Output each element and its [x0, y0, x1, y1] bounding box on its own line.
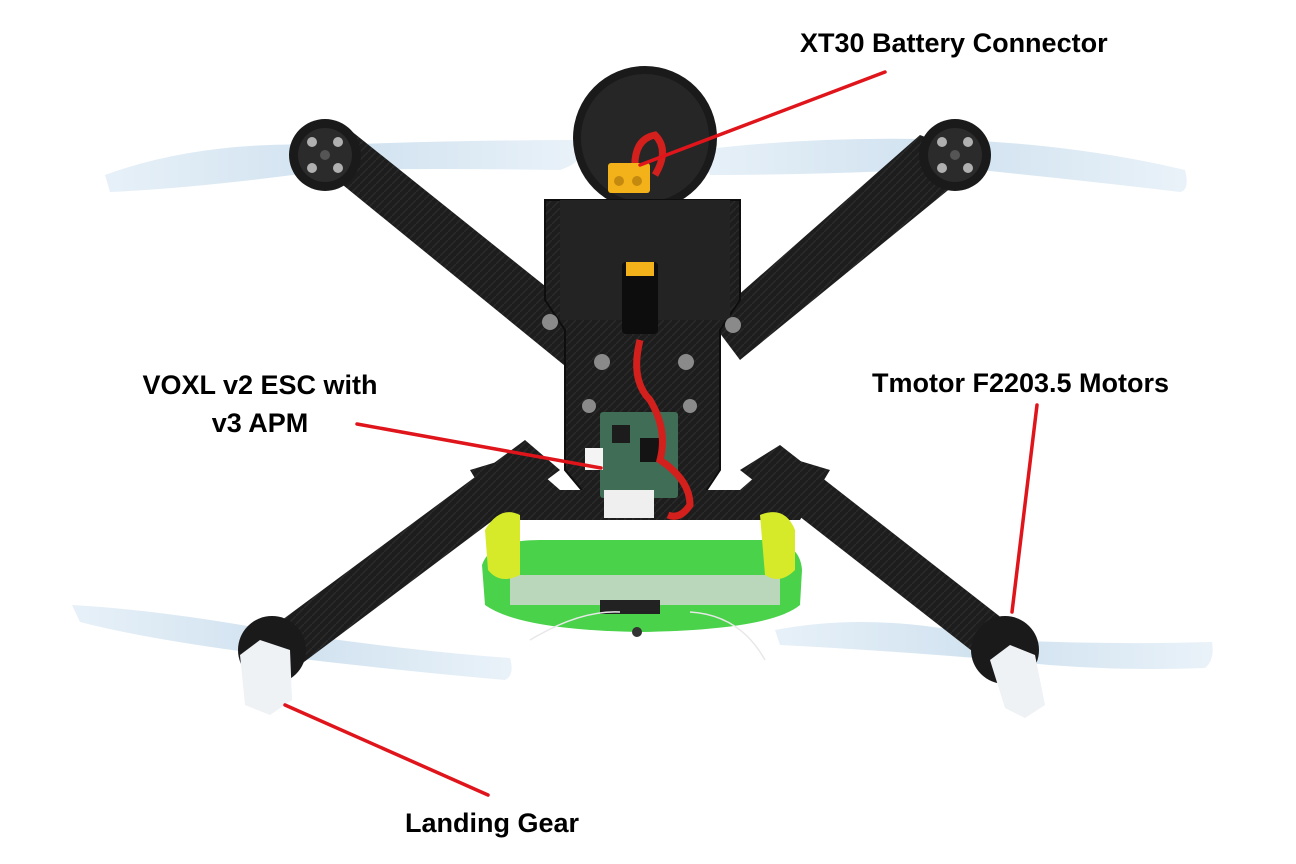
motor-bottom-left [238, 616, 306, 715]
xt30-connector [608, 163, 650, 193]
label-motors: Tmotor F2203.5 Motors [872, 364, 1169, 402]
arm-bottom-right [740, 445, 1030, 665]
label-battery-connector-text: XT30 Battery Connector [800, 28, 1108, 58]
leader-line-esc [355, 422, 603, 470]
motor-top-right [919, 119, 991, 191]
label-esc-line1: VOXL v2 ESC with [142, 370, 378, 400]
arm-top-right [710, 135, 985, 360]
battery-lead [608, 131, 694, 520]
motors [238, 119, 1045, 718]
lower-assembly [470, 455, 830, 661]
leader-line-battery-connector [638, 70, 887, 167]
label-motors-text: Tmotor F2203.5 Motors [872, 368, 1170, 398]
leader-lines [283, 70, 1039, 797]
propellers [72, 138, 1213, 680]
label-esc-line2: v3 APM [211, 408, 309, 438]
label-landing-gear-text: Landing Gear [405, 808, 580, 838]
bolt-icon [594, 354, 610, 370]
mount-left [485, 512, 520, 579]
arm-bottom-left [255, 440, 560, 665]
frame-arms [255, 130, 1030, 665]
bolt-icon [678, 354, 694, 370]
arm-top-left [300, 130, 600, 370]
label-battery-connector: XT30 Battery Connector [800, 24, 1108, 62]
label-landing-gear: Landing Gear [405, 804, 579, 842]
mount-right [760, 512, 795, 579]
motor-top-left [289, 119, 361, 191]
motor-bottom-right [971, 616, 1045, 718]
bolt-icon [582, 399, 596, 413]
bolt-icon [683, 399, 697, 413]
leader-line-landing-gear [283, 703, 490, 797]
label-esc: VOXL v2 ESC with v3 APM [120, 366, 400, 442]
bolt-icon [725, 317, 741, 333]
bolt-icon [542, 314, 558, 330]
leader-line-motors [1010, 403, 1039, 614]
